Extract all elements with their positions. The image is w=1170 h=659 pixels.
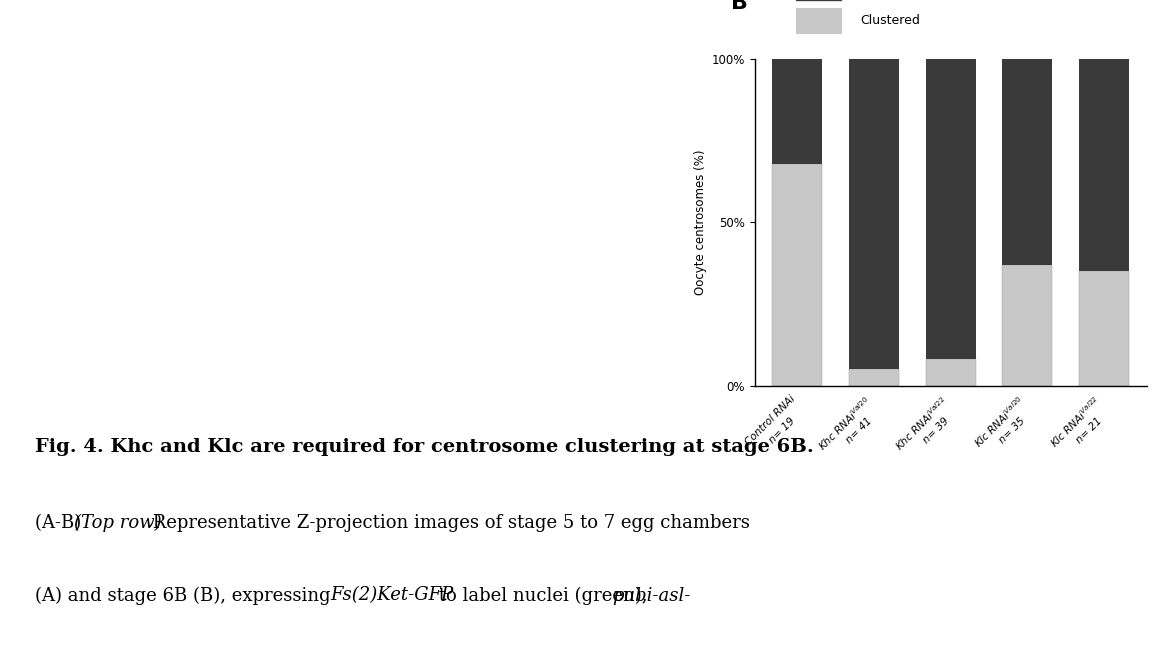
Text: Clustered: Clustered bbox=[860, 14, 920, 27]
Bar bbox=[925, 359, 976, 386]
Text: Khc RNAi$^{Val22}$: Khc RNAi$^{Val22}$ bbox=[892, 394, 950, 453]
Bar bbox=[797, 8, 841, 33]
Bar bbox=[1079, 272, 1129, 386]
Text: Klc RNAi$^{Val20}$: Klc RNAi$^{Val20}$ bbox=[971, 394, 1027, 450]
Text: n= 35: n= 35 bbox=[998, 416, 1027, 445]
Text: Klc RNAi$^{Val22}$: Klc RNAi$^{Val22}$ bbox=[1047, 394, 1103, 450]
Bar bbox=[772, 163, 823, 386]
Text: B’: B’ bbox=[731, 0, 757, 13]
Text: (A-B): (A-B) bbox=[35, 514, 87, 532]
Bar bbox=[1079, 59, 1129, 272]
Text: Control RNAi: Control RNAi bbox=[744, 394, 798, 447]
Text: Fs(2)Ket-GFP: Fs(2)Ket-GFP bbox=[330, 587, 453, 604]
Text: Representative Z-projection images of stage 5 to 7 egg chambers: Representative Z-projection images of st… bbox=[147, 514, 750, 532]
Text: to label nuclei (green),: to label nuclei (green), bbox=[433, 587, 653, 605]
Text: (Top row): (Top row) bbox=[74, 514, 161, 532]
Text: n= 39: n= 39 bbox=[921, 416, 950, 445]
Text: n= 41: n= 41 bbox=[845, 416, 874, 445]
Text: pubi-asl-: pubi-asl- bbox=[612, 587, 690, 604]
Bar bbox=[1003, 265, 1052, 386]
Bar bbox=[849, 59, 899, 369]
Text: (A) and stage 6B (B), expressing: (A) and stage 6B (B), expressing bbox=[35, 587, 337, 605]
Bar bbox=[772, 59, 823, 163]
Y-axis label: Oocyte centrosomes (%): Oocyte centrosomes (%) bbox=[694, 150, 708, 295]
Text: Khc RNAi$^{Val20}$: Khc RNAi$^{Val20}$ bbox=[815, 394, 874, 453]
Bar bbox=[925, 59, 976, 359]
Text: Fig. 4. Khc and Klc are required for centrosome clustering at stage 6B.: Fig. 4. Khc and Klc are required for cen… bbox=[35, 438, 814, 456]
Text: n= 21: n= 21 bbox=[1074, 416, 1103, 445]
Bar bbox=[849, 369, 899, 386]
Text: n= 19: n= 19 bbox=[768, 416, 798, 445]
Bar bbox=[1003, 59, 1052, 265]
